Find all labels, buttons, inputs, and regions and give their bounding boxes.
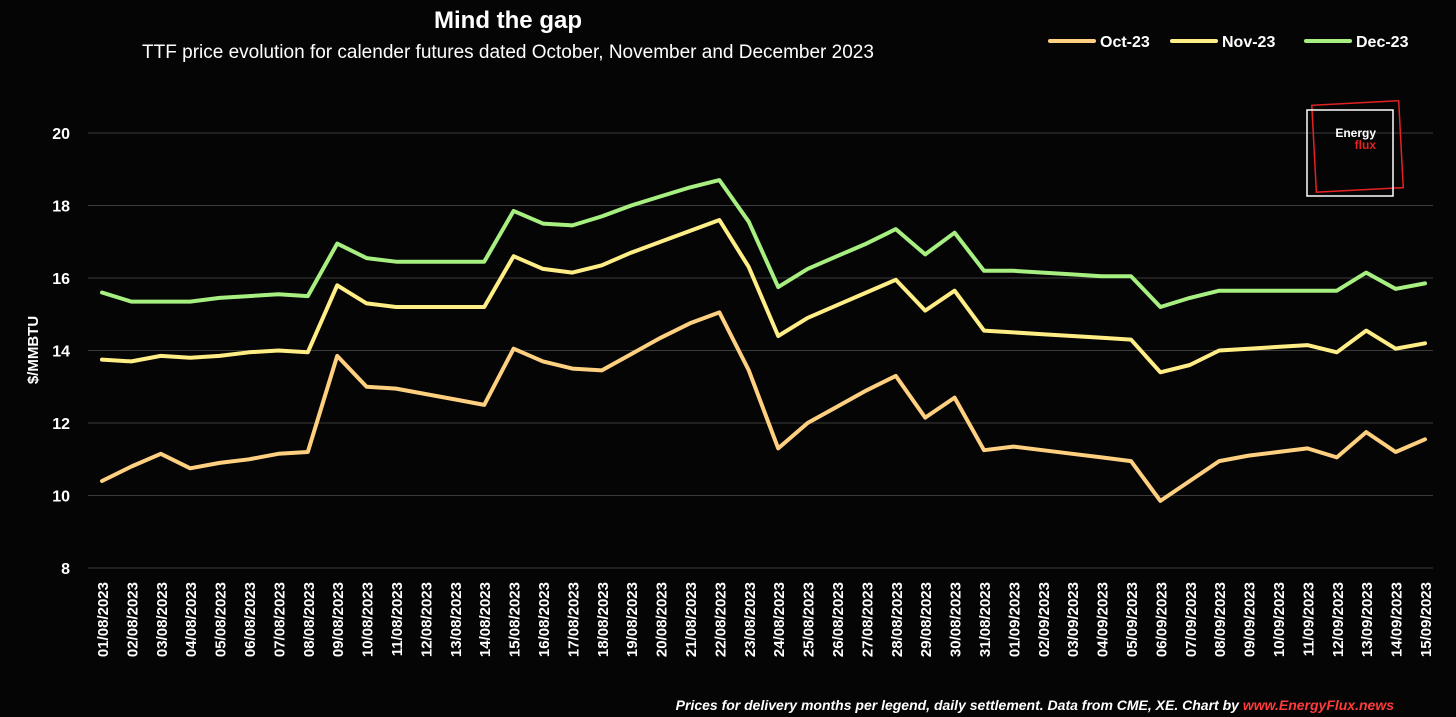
logo-line2: flux [1355,138,1377,152]
x-tick-label: 09/09/2023 [1242,582,1259,657]
x-tick-label: 03/08/2023 [154,582,171,657]
x-tick-label: 11/08/2023 [389,582,406,656]
x-tick-label: 05/08/2023 [213,582,230,657]
x-tick-label: 08/09/2023 [1212,582,1229,657]
x-tick-label: 17/08/2023 [565,582,582,657]
x-tick-label: 12/08/2023 [418,582,435,657]
series-line-dec-23 [100,178,1427,309]
x-tick-label: 10/08/2023 [360,582,377,657]
x-tick-label: 22/08/2023 [712,582,729,657]
x-tick-label: 14/09/2023 [1389,582,1406,657]
chart-subtitle: TTF price evolution for calender futures… [142,42,874,63]
series-lines [100,178,1427,503]
x-tick-label: 09/08/2023 [330,582,347,657]
y-ticks: 8 10 12 14 16 18 20 [52,126,70,578]
x-tick-label: 26/08/2023 [830,582,847,657]
y-tick-label: 20 [52,126,70,143]
logo-line1: Energy [1335,126,1376,140]
x-tick-label: 27/08/2023 [859,582,876,657]
legend-label: Dec-23 [1356,34,1409,51]
x-tick-label: 28/08/2023 [889,582,906,657]
x-tick-label: 10/09/2023 [1271,582,1288,657]
x-tick-label: 08/08/2023 [301,582,318,657]
y-tick-label: 12 [52,416,70,433]
x-tick-label: 15/09/2023 [1418,582,1435,657]
x-ticks: 01/08/2023 02/08/2023 03/08/2023 04/08/2023… [95,582,1435,657]
x-tick-label: 11/09/2023 [1300,582,1317,656]
series-line-oct-23 [100,310,1427,503]
x-tick-label: 14/08/2023 [477,582,494,657]
x-tick-label: 24/08/2023 [771,582,788,657]
y-axis-label: $/MMBTU [25,316,42,384]
x-tick-label: 05/09/2023 [1124,582,1141,657]
x-tick-label: 06/09/2023 [1153,582,1170,657]
legend-label: Nov-23 [1222,34,1275,51]
x-tick-label: 01/08/2023 [95,582,112,657]
x-tick-label: 12/09/2023 [1330,582,1347,657]
x-tick-label: 29/08/2023 [918,582,935,657]
footer-note: Prices for delivery months per legend, d… [676,697,1394,713]
x-tick-label: 19/08/2023 [624,582,641,657]
y-tick-label: 18 [52,199,70,216]
legend: Oct-23 Nov-23 Dec-23 [1048,34,1409,51]
x-tick-label: 21/08/2023 [683,582,700,657]
x-tick-label: 16/08/2023 [536,582,553,657]
energyflux-logo: Energy flux [1306,99,1405,197]
x-tick-label: 25/08/2023 [801,582,818,657]
x-tick-label: 13/09/2023 [1359,582,1376,657]
legend-label: Oct-23 [1100,34,1150,51]
series-line-nov-23 [100,218,1427,375]
x-tick-label: 30/08/2023 [948,582,965,657]
x-tick-label: 03/09/2023 [1065,582,1082,657]
x-tick-label: 18/08/2023 [595,582,612,657]
x-tick-label: 31/08/2023 [977,582,994,657]
x-tick-label: 07/09/2023 [1183,582,1200,657]
y-tick-label: 10 [52,489,70,506]
y-tick-label: 14 [52,344,70,361]
x-tick-label: 20/08/2023 [654,582,671,657]
x-tick-label: 01/09/2023 [1006,582,1023,657]
grid [88,132,1433,569]
x-tick-label: 07/08/2023 [271,582,288,657]
x-tick-label: 02/08/2023 [124,582,141,657]
x-tick-label: 13/08/2023 [448,582,465,657]
x-tick-label: 04/09/2023 [1095,582,1112,657]
footer-text: Prices for delivery months per legend, d… [675,697,1243,713]
y-tick-label: 16 [52,271,70,288]
x-tick-label: 06/08/2023 [242,582,259,657]
chart-title: Mind the gap [434,7,582,34]
footer-link[interactable]: www.EnergyFlux.news [1242,697,1394,713]
x-tick-label: 02/09/2023 [1036,582,1053,657]
x-tick-label: 04/08/2023 [183,582,200,657]
x-tick-label: 15/08/2023 [507,582,524,657]
y-tick-label: 8 [61,561,70,578]
x-tick-label: 23/08/2023 [742,582,759,657]
